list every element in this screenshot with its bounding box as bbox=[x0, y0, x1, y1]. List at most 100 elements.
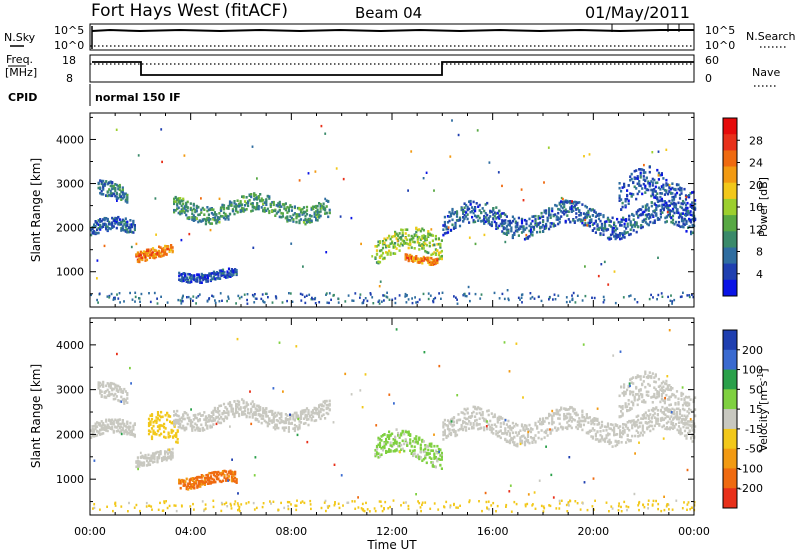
power-cell bbox=[446, 231, 450, 234]
velocity-cell bbox=[133, 435, 136, 438]
power-cell bbox=[672, 187, 676, 191]
power-cell bbox=[642, 182, 645, 186]
power-cell bbox=[632, 218, 635, 221]
power-cell bbox=[139, 256, 142, 259]
velocity-cell bbox=[163, 435, 166, 439]
velocity-cell bbox=[635, 429, 638, 433]
power-cell bbox=[462, 210, 465, 213]
power-cell bbox=[124, 192, 127, 196]
power-cell bbox=[678, 186, 682, 190]
velocity-cell bbox=[445, 436, 448, 439]
velocity-cell bbox=[96, 434, 99, 437]
power-cell bbox=[593, 296, 596, 300]
velocity-cell bbox=[109, 386, 112, 390]
velocity-cell bbox=[584, 417, 587, 421]
velocity-cell bbox=[141, 456, 144, 459]
power-cell bbox=[313, 212, 316, 216]
velocity-cell bbox=[224, 406, 227, 409]
velocity-cell bbox=[674, 423, 678, 426]
velocity-cell bbox=[490, 428, 493, 432]
velocity-cell bbox=[169, 435, 172, 438]
velocity-cell bbox=[620, 415, 623, 418]
power-cell bbox=[427, 234, 430, 237]
velocity-cell bbox=[211, 477, 214, 481]
velocity-cell bbox=[662, 380, 665, 384]
power-cell bbox=[180, 204, 183, 208]
power-cell bbox=[642, 178, 645, 181]
power-cell bbox=[520, 221, 524, 225]
power-cell bbox=[635, 210, 638, 214]
velocity-cell bbox=[665, 379, 668, 383]
velocity-cell bbox=[516, 444, 519, 448]
power-cell bbox=[632, 181, 635, 185]
power-cell bbox=[174, 200, 177, 203]
velocity-cell bbox=[296, 415, 300, 418]
power-cell bbox=[151, 247, 155, 250]
velocity-cell bbox=[662, 418, 665, 421]
power-cell bbox=[257, 207, 260, 211]
velocity-cell bbox=[596, 423, 599, 426]
power-cell bbox=[558, 221, 561, 224]
power-cell bbox=[680, 212, 683, 216]
velocity-cell bbox=[455, 421, 459, 424]
power-cell bbox=[296, 214, 300, 218]
power-cell bbox=[642, 171, 645, 175]
velocity-cell bbox=[151, 461, 155, 464]
power-cell bbox=[200, 281, 203, 284]
power-cell bbox=[477, 214, 480, 218]
velocity-cell bbox=[567, 408, 570, 411]
velocity-cell bbox=[549, 432, 552, 435]
power-cell bbox=[680, 202, 683, 205]
power-cell bbox=[436, 243, 439, 246]
power-cell bbox=[569, 201, 572, 205]
power-cell bbox=[618, 196, 621, 200]
power-cell bbox=[617, 235, 620, 238]
power-cell bbox=[278, 200, 281, 204]
power-cell bbox=[406, 228, 409, 231]
power-cell bbox=[624, 198, 627, 201]
velocity-cell bbox=[313, 419, 316, 423]
power-cell bbox=[651, 177, 654, 181]
power-cell bbox=[463, 218, 465, 221]
velocity-cell bbox=[310, 413, 313, 417]
velocity-cell bbox=[170, 428, 173, 432]
velocity-cell bbox=[511, 437, 514, 440]
power-cell bbox=[229, 272, 232, 276]
power-cell bbox=[422, 236, 425, 240]
velocity-cell bbox=[290, 414, 293, 417]
power-cell bbox=[106, 218, 109, 221]
power-cell bbox=[547, 146, 550, 149]
power-cell bbox=[179, 200, 182, 203]
velocity-cell bbox=[641, 383, 644, 387]
velocity-cell bbox=[109, 393, 112, 396]
velocity-cell bbox=[389, 441, 392, 444]
power-cell bbox=[511, 219, 514, 223]
velocity-cell bbox=[677, 429, 681, 433]
power-cell bbox=[451, 119, 453, 122]
velocity-cell bbox=[558, 413, 561, 417]
velocity-cell bbox=[374, 454, 377, 458]
power-cell bbox=[682, 208, 685, 212]
power-cell bbox=[644, 179, 647, 182]
power-cell bbox=[463, 202, 466, 205]
velocity-cell bbox=[398, 444, 401, 448]
power-cell bbox=[235, 203, 238, 206]
velocity-cell bbox=[621, 407, 624, 410]
power-cell bbox=[133, 224, 136, 227]
power-cell bbox=[665, 182, 668, 185]
power-cell bbox=[404, 257, 407, 261]
power-cell bbox=[440, 257, 443, 261]
velocity-cell bbox=[219, 421, 223, 425]
velocity-cell bbox=[194, 476, 197, 480]
velocity-cell bbox=[150, 435, 154, 438]
velocity-cell bbox=[579, 423, 582, 427]
power-cell bbox=[187, 281, 190, 284]
velocity-cell bbox=[100, 390, 103, 393]
power-cell bbox=[158, 254, 161, 258]
velocity-cell bbox=[164, 455, 167, 458]
power-cell bbox=[434, 237, 437, 241]
velocity-cell bbox=[614, 444, 617, 448]
velocity-cell bbox=[118, 422, 121, 426]
velocity-cell bbox=[644, 385, 647, 389]
